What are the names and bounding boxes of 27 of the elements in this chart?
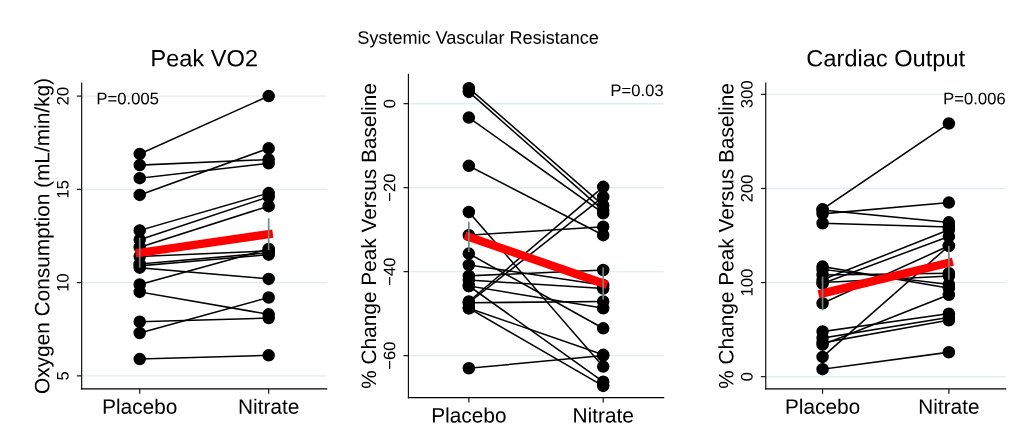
- y-axis-title: % Change Peak Versus Baseline: [718, 84, 738, 389]
- y-tick-label: 5: [57, 371, 69, 380]
- y-axis-title: Oxygen Consumption (mL/min/kg): [34, 79, 54, 394]
- x-tick-label: Placebo: [786, 398, 860, 414]
- y-tick-label: −20: [383, 174, 396, 201]
- x-tick-label: Placebo: [432, 407, 506, 423]
- x-tick-label: Nitrate: [239, 398, 299, 414]
- y-tick-label: 0: [740, 372, 753, 381]
- y-tick-label: 300: [740, 81, 753, 108]
- y-axis-title: % Change Peak Versus Baseline: [360, 84, 381, 389]
- x-tick-label: Nitrate: [919, 398, 979, 414]
- y-tick-label: 15: [57, 180, 69, 198]
- x-tick-label: Nitrate: [574, 407, 633, 423]
- chart-title: Cardiac Output: [807, 49, 965, 72]
- y-tick-label: 20: [56, 87, 69, 105]
- y-tick-label: 10: [56, 273, 69, 291]
- y-tick-label: 200: [740, 175, 753, 202]
- chart-title: Peak VO2: [152, 49, 257, 67]
- y-tick-label: 0: [383, 99, 396, 108]
- y-tick-label: −60: [383, 342, 396, 369]
- annotation: P=0.006: [944, 92, 1005, 105]
- y-tick-label: −40: [383, 258, 396, 285]
- x-tick-label: Placebo: [103, 398, 177, 414]
- chart-title: Systemic Vascular Resistance: [358, 30, 599, 48]
- annotation: P=0.03: [611, 84, 663, 97]
- annotation: P=0.005: [97, 92, 159, 105]
- y-tick-label: 100: [740, 269, 753, 296]
